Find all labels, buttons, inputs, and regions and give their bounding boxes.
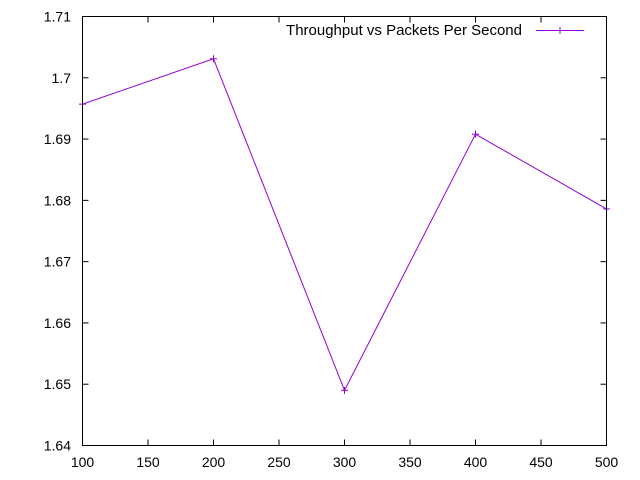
x-tick-label: 200 bbox=[202, 454, 226, 470]
y-tick-label: 1.65 bbox=[44, 376, 71, 392]
x-tick-label: 350 bbox=[398, 454, 422, 470]
legend-marker-plus bbox=[556, 27, 564, 34]
x-tick-label: 150 bbox=[136, 454, 160, 470]
data-point-marker bbox=[210, 55, 217, 63]
axis-ticks bbox=[82, 16, 607, 446]
y-tick-label: 1.7 bbox=[52, 70, 72, 86]
x-tick-label: 400 bbox=[464, 454, 488, 470]
plot-frame bbox=[82, 16, 607, 446]
x-tick-label: 300 bbox=[333, 454, 357, 470]
y-tick-label: 1.68 bbox=[44, 192, 71, 208]
series-layer bbox=[79, 55, 610, 394]
y-tick-label: 1.67 bbox=[44, 254, 71, 270]
tick-labels: 100 150 200 250 300 350 400 450 500 1.64 1.65 1.66 1… bbox=[44, 9, 619, 471]
y-tick-label: 1.64 bbox=[44, 438, 71, 454]
legend-series-label: Throughput vs Packets Per Second bbox=[286, 22, 522, 39]
x-tick-label: 450 bbox=[529, 454, 553, 470]
y-tick-label: 1.71 bbox=[44, 9, 71, 25]
x-tick-label: 250 bbox=[267, 454, 291, 470]
legend: Throughput vs Packets Per Second bbox=[286, 22, 584, 39]
series-line bbox=[82, 58, 607, 392]
data-point-marker bbox=[341, 386, 348, 394]
y-tick-label: 1.66 bbox=[44, 315, 71, 331]
y-tick-label: 1.69 bbox=[44, 131, 71, 147]
x-tick-label: 100 bbox=[71, 454, 95, 470]
legend-series-marker bbox=[556, 27, 564, 34]
x-tick-label: 500 bbox=[595, 454, 619, 470]
data-point-marker bbox=[472, 130, 479, 138]
